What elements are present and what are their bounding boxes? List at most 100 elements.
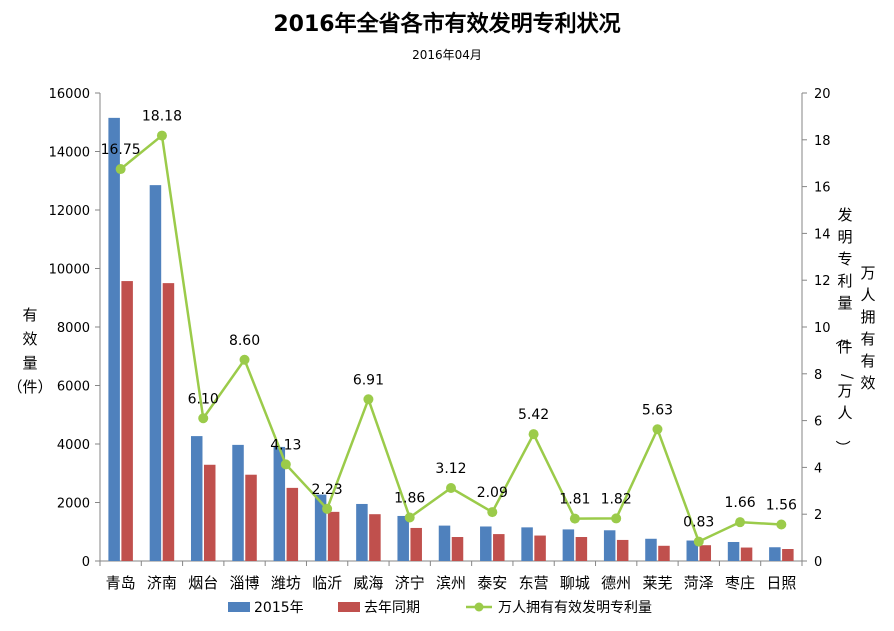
data-label: 18.18 xyxy=(142,109,182,125)
line-point xyxy=(404,512,415,523)
bar-series-1 xyxy=(727,541,740,561)
line-layer xyxy=(115,130,787,547)
bar-series-2 xyxy=(493,534,505,561)
x-tick-label: 淄博 xyxy=(230,574,260,592)
bar-series-1 xyxy=(356,503,368,561)
bar-series-1 xyxy=(149,185,162,561)
legend-label: 万人拥有有效发明专利量 xyxy=(498,600,652,616)
bar-series-1 xyxy=(190,436,203,561)
x-tick-label: 潍坊 xyxy=(271,574,301,592)
left-tick-label: 2000 xyxy=(57,497,90,512)
line-point xyxy=(693,536,704,547)
left-tick-label: 16000 xyxy=(49,87,90,102)
data-label: 6.10 xyxy=(188,391,219,407)
left-tick-label: 14000 xyxy=(49,146,90,161)
line-series xyxy=(119,133,782,544)
data-label: 5.63 xyxy=(642,402,673,418)
line-point xyxy=(115,164,126,175)
data-label: 1.81 xyxy=(559,492,590,508)
legend: 2015年 去年同期 万人拥有有效发明专利量 xyxy=(228,600,652,616)
x-tick-label: 滨州 xyxy=(436,574,466,592)
bar-series-2 xyxy=(121,281,133,561)
data-label: 1.66 xyxy=(724,495,755,511)
bar-series-1 xyxy=(769,547,781,561)
bar-series-2 xyxy=(203,464,216,561)
bar-series-1 xyxy=(686,540,699,561)
bar-series-2 xyxy=(534,535,546,561)
bars-layer xyxy=(108,117,794,562)
bar-series-1 xyxy=(438,525,451,561)
x-tick-label: 东营 xyxy=(519,574,549,592)
legend-marker xyxy=(474,602,484,612)
line-point xyxy=(156,130,167,141)
bar-series-2 xyxy=(410,527,422,561)
bar-series-1 xyxy=(108,117,120,562)
line-point xyxy=(652,424,663,435)
line-point xyxy=(446,482,456,493)
data-label: 2.09 xyxy=(477,485,508,501)
bar-series-2 xyxy=(162,283,175,561)
legend-label: 去年同期 xyxy=(364,600,420,616)
x-tick-label: 菏泽 xyxy=(684,574,714,592)
x-tick-label: 济宁 xyxy=(395,574,425,592)
axes-layer: 0 2000 4000 6000 8000 10000 12000 14000 16000 0 2 4… xyxy=(7,87,875,592)
right-axis-title: 万人拥有有效发明专利量（件/万人） xyxy=(833,206,875,455)
line-point xyxy=(487,507,498,518)
bar-series-1 xyxy=(314,494,327,561)
data-label: 16.75 xyxy=(101,142,141,158)
data-label: 5.42 xyxy=(518,407,549,423)
data-label: 6.91 xyxy=(353,372,384,388)
x-tick-label: 莱芜 xyxy=(642,574,672,592)
bar-series-2 xyxy=(616,539,629,561)
left-tick-label: 8000 xyxy=(57,321,90,336)
bar-series-1 xyxy=(232,444,244,561)
left-axis-title: 有效量（件） xyxy=(7,306,52,396)
x-tick-label: 日照 xyxy=(766,574,796,592)
right-tick-label: 10 xyxy=(814,321,831,336)
bar-series-2 xyxy=(575,537,588,561)
bar-series-2 xyxy=(286,487,299,561)
legend-label: 2015年 xyxy=(254,600,304,616)
data-label: 1.56 xyxy=(766,497,797,513)
left-tick-label: 4000 xyxy=(57,438,90,453)
left-tick-label: 12000 xyxy=(49,204,90,219)
bar-series-1 xyxy=(603,530,616,561)
line-point xyxy=(528,429,539,440)
bar-series-1 xyxy=(562,529,575,561)
right-tick-label: 0 xyxy=(814,555,822,570)
data-label: 2.23 xyxy=(312,482,343,498)
bar-series-1 xyxy=(645,538,657,561)
bar-series-2 xyxy=(451,537,464,561)
right-tick-label: 6 xyxy=(814,415,822,430)
right-tick-label: 2 xyxy=(814,508,822,523)
line-point xyxy=(611,513,622,524)
x-tick-label: 枣庄 xyxy=(725,574,755,592)
right-tick-label: 16 xyxy=(814,181,831,196)
data-label: 8.60 xyxy=(229,333,260,349)
chart-subtitle: 2016年04月 xyxy=(412,48,482,62)
line-point xyxy=(363,394,374,405)
x-tick-label: 威海 xyxy=(353,574,383,592)
x-tick-label: 济南 xyxy=(147,574,177,592)
bar-series-1 xyxy=(480,526,492,561)
right-tick-label: 4 xyxy=(814,461,822,476)
bar-series-1 xyxy=(397,515,409,561)
line-point xyxy=(735,517,746,528)
line-point xyxy=(569,513,580,524)
x-tick-label: 聊城 xyxy=(560,574,590,592)
data-label: 0.83 xyxy=(683,515,714,531)
bar-series-2 xyxy=(740,547,753,561)
x-tick-label: 青岛 xyxy=(106,574,136,592)
x-tick-label: 德州 xyxy=(601,574,631,592)
x-tick-label: 烟台 xyxy=(188,574,218,592)
left-tick-label: 10000 xyxy=(49,263,90,278)
line-point xyxy=(280,459,291,470)
chart-title: 2016年全省各市有效发明专利状况 xyxy=(273,12,621,37)
right-tick-label: 18 xyxy=(814,134,831,149)
line-point xyxy=(322,503,333,514)
right-tick-label: 8 xyxy=(814,368,822,383)
data-label: 3.12 xyxy=(435,461,466,477)
bar-series-2 xyxy=(327,511,340,561)
bar-series-2 xyxy=(782,549,794,561)
